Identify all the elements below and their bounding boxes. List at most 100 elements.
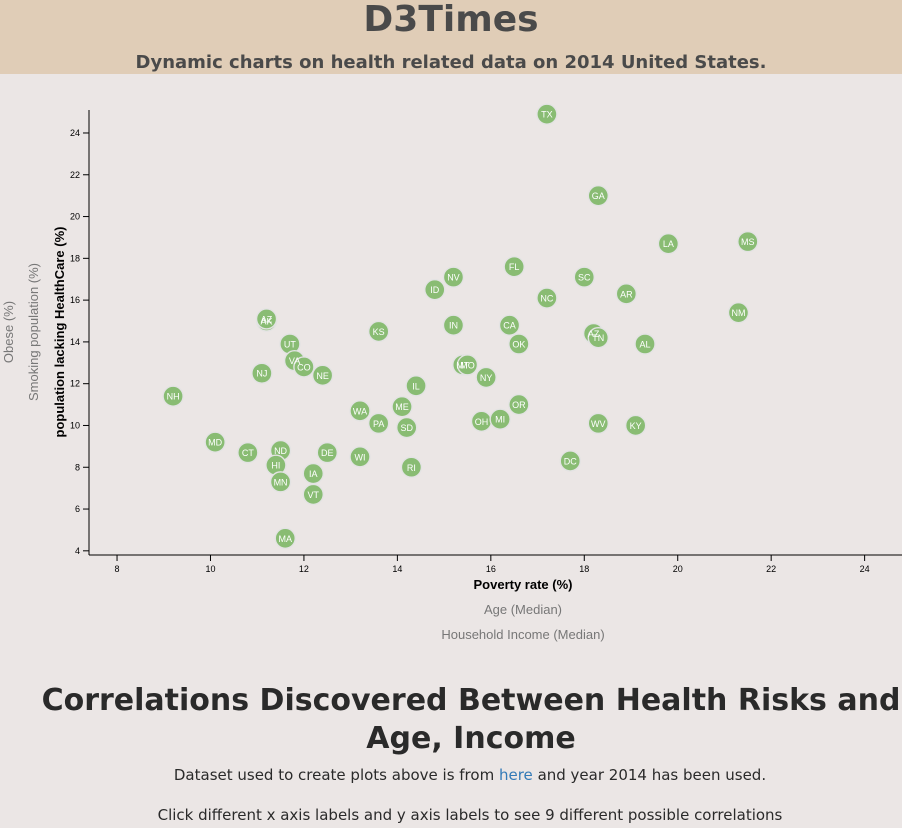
state-label-sc: SC [578, 273, 591, 283]
y-tick-label: 18 [70, 253, 80, 263]
state-point-ks[interactable] [367, 320, 390, 343]
state-point-mn[interactable] [269, 471, 292, 493]
x-tick-label: 10 [205, 564, 215, 574]
state-label-va: VA [289, 356, 300, 366]
state-point-ca[interactable] [498, 314, 521, 336]
state-label-mi: MI [495, 415, 505, 425]
state-point-de[interactable] [316, 441, 338, 464]
state-label-ia: IA [309, 469, 318, 479]
state-point-il[interactable] [405, 375, 427, 397]
state-label-wv: WV [591, 419, 606, 429]
state-point-ky[interactable] [624, 414, 647, 437]
state-point-nc[interactable] [536, 287, 558, 309]
y-label-obese[interactable]: Obese (%) [1, 301, 16, 363]
x-label-poverty[interactable]: Poverty rate (%) [474, 577, 573, 592]
state-label-ky: KY [630, 421, 642, 431]
state-label-me: ME [395, 402, 409, 412]
y-tick-label: 6 [75, 504, 80, 514]
state-label-ar: AR [620, 289, 633, 299]
state-point-ct[interactable] [237, 441, 259, 464]
state-label-il: IL [412, 381, 420, 391]
state-point-la[interactable] [657, 233, 680, 255]
state-point-nh[interactable] [162, 385, 184, 407]
x-tick-label: 24 [860, 564, 870, 574]
y-tick-label: 22 [70, 170, 80, 180]
state-point-mi[interactable] [489, 408, 511, 430]
state-point-nj[interactable] [251, 362, 273, 384]
state-label-nd: ND [274, 446, 287, 456]
state-label-tx: TX [541, 110, 553, 120]
state-point-ne[interactable] [311, 364, 334, 387]
state-point-fl[interactable] [503, 255, 525, 278]
state-point-ar[interactable] [615, 283, 638, 305]
state-label-az: AZ [261, 314, 273, 324]
dataset-link[interactable]: here [498, 766, 533, 784]
state-label-ms: MS [741, 237, 755, 247]
state-point-wi[interactable] [349, 446, 371, 468]
state-point-me[interactable] [391, 395, 413, 418]
state-label-ma: MA [278, 534, 292, 544]
state-label-fl: FL [509, 262, 520, 272]
state-point-vt[interactable] [302, 483, 324, 506]
state-point-in[interactable] [442, 314, 465, 336]
x-label-income[interactable]: Household Income (Median) [441, 627, 604, 642]
state-label-ca: CA [503, 321, 516, 331]
state-label-mt: MT [456, 360, 469, 370]
state-point-sd[interactable] [396, 416, 418, 439]
header-banner: D3Times Dynamic charts on health related… [0, 0, 902, 74]
state-label-pa: PA [373, 419, 384, 429]
state-point-tn[interactable] [587, 327, 609, 349]
state-label-ga: GA [592, 191, 605, 201]
state-point-wv[interactable] [587, 412, 609, 435]
click-note: Click different x axis labels and y axis… [157, 806, 783, 824]
state-point-id[interactable] [424, 278, 446, 301]
state-point-sc[interactable] [573, 266, 595, 288]
state-point-ok[interactable] [508, 333, 530, 355]
state-point-ma[interactable] [274, 527, 296, 549]
state-point-or[interactable] [508, 393, 530, 416]
state-point-tx[interactable] [536, 103, 558, 125]
x-tick-label: 8 [115, 564, 120, 574]
state-label-nc: NC [540, 294, 553, 304]
state-point-al[interactable] [634, 333, 656, 355]
state-point-ri[interactable] [400, 456, 423, 478]
state-label-or: OR [512, 400, 526, 410]
state-point-wa[interactable] [349, 400, 371, 422]
y-tick-label: 14 [70, 337, 80, 347]
x-label-age[interactable]: Age (Median) [484, 602, 562, 617]
state-point-nv[interactable] [442, 266, 465, 288]
state-label-tn: TN [592, 333, 604, 343]
y-tick-label: 8 [75, 462, 80, 472]
y-label-smokes[interactable]: Smoking population (%) [26, 263, 41, 401]
state-point-ms[interactable] [737, 230, 759, 253]
state-point-co[interactable] [293, 356, 315, 378]
state-label-ne: NE [316, 371, 329, 381]
x-tick-label: 18 [579, 564, 589, 574]
state-point-ny[interactable] [475, 366, 497, 389]
x-tick-label: 20 [673, 564, 683, 574]
state-label-sd: SD [400, 423, 413, 433]
state-label-ok: OK [512, 339, 525, 349]
state-point-ga[interactable] [587, 184, 609, 207]
state-point-dc[interactable] [559, 450, 581, 472]
state-point-az[interactable] [255, 308, 278, 330]
y-tick-label: 24 [70, 128, 80, 138]
state-label-ks: KS [373, 327, 385, 337]
x-axis-labels: Poverty rate (%) Age (Median) Household … [441, 577, 604, 642]
dataset-note-suffix: and year 2014 has been used. [537, 766, 767, 784]
state-point-mo[interactable] [456, 354, 479, 376]
y-axis: 4 6 8 10 12 14 16 18 20 22 24 [70, 110, 90, 556]
x-tick-label: 12 [299, 564, 309, 574]
state-label-ct: CT [242, 448, 254, 458]
state-label-ut: UT [284, 339, 296, 349]
state-label-oh: OH [475, 417, 489, 427]
state-point-md[interactable] [204, 431, 226, 453]
state-point-pa[interactable] [367, 412, 390, 435]
y-tick-label: 20 [70, 212, 80, 222]
state-point-nm[interactable] [727, 301, 750, 324]
dataset-note: Dataset used to create plots above is fr… [0, 766, 902, 784]
state-point-ia[interactable] [302, 462, 324, 485]
state-label-mn: MN [274, 477, 288, 487]
y-axis-labels: population lacking HealthCare (%) Smokin… [1, 227, 67, 438]
y-label-healthcare[interactable]: population lacking HealthCare (%) [52, 227, 67, 438]
